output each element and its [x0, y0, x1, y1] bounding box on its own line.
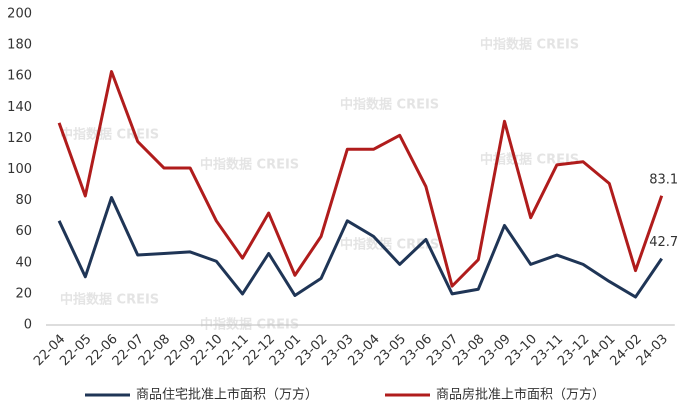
- y-tick-label: 100: [7, 162, 32, 177]
- watermark: 中指数据 CREIS: [480, 37, 579, 53]
- y-tick-label: 140: [7, 100, 32, 115]
- legend-label: 商品住宅批准上市面积（万方）: [136, 387, 318, 403]
- y-tick-label: 20: [15, 286, 32, 301]
- series-line: [57, 195, 663, 299]
- y-tick-label: 120: [7, 131, 32, 146]
- watermark: 中指数据 CREIS: [340, 237, 439, 253]
- watermark: 中指数据 CREIS: [480, 152, 579, 168]
- y-tick-label: 0: [24, 318, 32, 333]
- series-line: [57, 70, 664, 288]
- y-tick-label: 160: [7, 69, 32, 84]
- watermark: 中指数据 CREIS: [60, 127, 159, 143]
- watermark: 中指数据 CREIS: [200, 157, 299, 173]
- watermark: 中指数据 CREIS: [340, 97, 439, 113]
- y-tick-label: 200: [7, 7, 32, 22]
- y-tick-label: 180: [7, 38, 32, 53]
- y-tick-label: 80: [15, 193, 32, 208]
- data-label: 42.7: [649, 235, 678, 250]
- legend-label: 商品房批准上市面积（万方）: [436, 387, 605, 403]
- data-label: 83.1: [649, 172, 678, 187]
- y-tick-label: 60: [15, 224, 32, 239]
- y-tick-label: 40: [15, 255, 32, 270]
- watermarks: 中指数据 CREIS 中指数据 CREIS 中指数据 CREIS 中指数据 CR…: [60, 37, 579, 333]
- watermark: 中指数据 CREIS: [60, 292, 159, 308]
